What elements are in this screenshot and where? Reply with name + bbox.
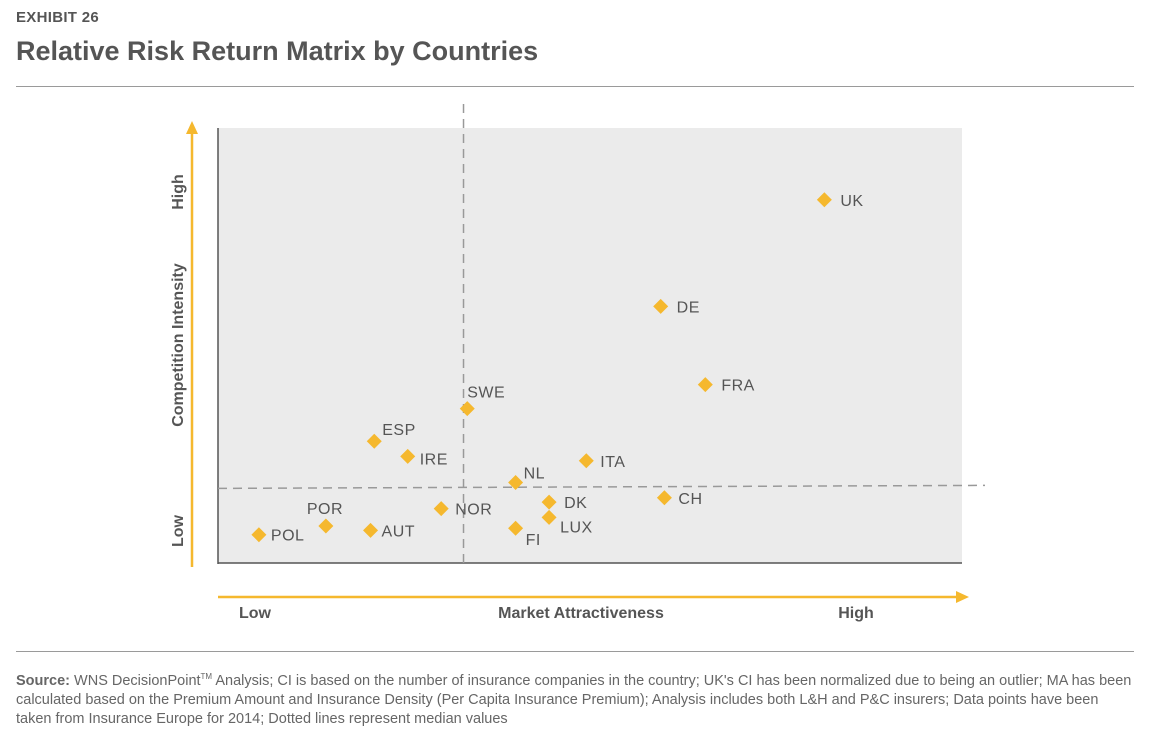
data-point-aut: [363, 522, 379, 538]
data-label-lux: LUX: [560, 519, 593, 536]
chart-title: Relative Risk Return Matrix by Countries: [16, 36, 539, 66]
source-note: Source: WNS DecisionPointTM Analysis; CI…: [16, 667, 1134, 729]
data-point-ita: [578, 453, 594, 469]
data-label-pol: POL: [271, 528, 305, 545]
data-label-nl: NL: [524, 466, 545, 483]
y-axis-arrow: [186, 121, 198, 567]
data-label-por: POR: [307, 501, 343, 518]
data-label-uk: UK: [840, 193, 863, 210]
data-point-dk: [541, 494, 557, 510]
data-point-de: [653, 298, 669, 314]
data-point-ire: [400, 448, 416, 464]
plot-area: [218, 128, 962, 563]
scatter-chart: Competition Intensity High Low Market At…: [170, 104, 986, 622]
x-axis-high-label: High: [838, 605, 874, 622]
y-axis-label: Competition Intensity: [170, 263, 187, 427]
trademark: TM: [200, 672, 213, 681]
data-label-ire: IRE: [420, 451, 448, 468]
x-axis-label: Market Attractiveness: [498, 605, 664, 622]
data-label-ita: ITA: [600, 454, 625, 471]
data-point-ch: [656, 490, 672, 506]
data-label-swe: SWE: [467, 385, 505, 402]
top-divider: [16, 86, 1134, 87]
data-point-fra: [697, 377, 713, 393]
median-y-line: [217, 484, 986, 490]
data-label-fi: FI: [526, 532, 541, 549]
exhibit-label: EXHIBIT 26: [16, 9, 100, 26]
data-point-lux: [541, 509, 557, 525]
data-label-nor: NOR: [455, 502, 492, 519]
data-label-fra: FRA: [721, 378, 755, 395]
data-point-esp: [366, 433, 382, 449]
data-point-nor: [433, 501, 449, 517]
data-label-de: DE: [677, 299, 700, 316]
x-axis-low-label: Low: [239, 605, 272, 622]
data-point-uk: [816, 192, 832, 208]
y-axis-high-label: High: [170, 174, 187, 210]
data-point-nl: [508, 475, 524, 491]
bottom-divider: [16, 651, 1134, 652]
data-point-fi: [508, 520, 524, 536]
data-point-swe: [459, 401, 475, 417]
data-label-aut: AUT: [382, 523, 416, 540]
data-label-esp: ESP: [382, 422, 416, 439]
data-label-dk: DK: [564, 495, 587, 512]
source-text: Analysis; CI is based on the number of i…: [16, 672, 1132, 727]
source-label: Source:: [16, 672, 70, 689]
data-point-por: [318, 518, 334, 534]
x-axis-arrow: [218, 591, 969, 603]
data-point-pol: [251, 527, 267, 543]
data-label-ch: CH: [678, 491, 702, 508]
y-axis-low-label: Low: [170, 514, 187, 547]
source-prefix: WNS DecisionPoint: [74, 672, 201, 689]
